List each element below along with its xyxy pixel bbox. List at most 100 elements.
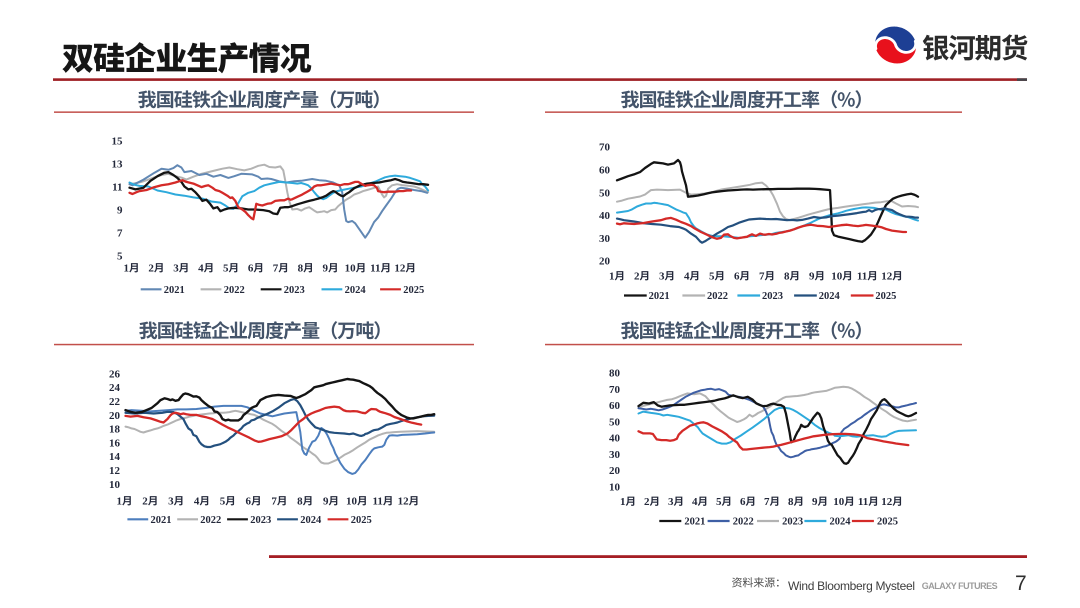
svg-text:40: 40: [609, 433, 621, 445]
svg-text:12: 12: [109, 465, 121, 477]
svg-text:6: 6: [740, 496, 746, 508]
svg-text:2021: 2021: [164, 285, 185, 296]
svg-text:11: 11: [112, 181, 122, 193]
svg-text:12: 12: [398, 496, 410, 508]
svg-text:9: 9: [812, 496, 818, 508]
svg-text:3: 3: [168, 496, 174, 508]
svg-text:11: 11: [858, 496, 868, 508]
svg-text:26: 26: [109, 368, 121, 380]
svg-text:11: 11: [857, 271, 867, 283]
svg-text:8: 8: [788, 496, 794, 508]
svg-text:7: 7: [764, 496, 770, 508]
svg-text:80: 80: [609, 368, 621, 380]
svg-text:1: 1: [124, 263, 130, 275]
svg-text:50: 50: [599, 187, 611, 199]
svg-text:1: 1: [609, 271, 615, 283]
svg-text:8: 8: [297, 496, 303, 508]
svg-text:8: 8: [298, 263, 304, 275]
svg-text:9: 9: [323, 496, 329, 508]
svg-text:14: 14: [109, 451, 121, 463]
svg-text:18: 18: [109, 424, 121, 436]
svg-text:2023: 2023: [782, 517, 803, 528]
svg-text:24: 24: [109, 382, 121, 394]
svg-text:12: 12: [881, 271, 893, 283]
svg-text:2025: 2025: [351, 515, 372, 526]
svg-text:10: 10: [345, 263, 357, 275]
svg-text:8: 8: [784, 271, 790, 283]
svg-text:16: 16: [109, 437, 121, 449]
svg-text:10: 10: [109, 479, 121, 491]
svg-text:20: 20: [109, 410, 121, 422]
svg-text:7: 7: [273, 263, 279, 275]
svg-text:5: 5: [117, 250, 123, 262]
svg-text:2024: 2024: [300, 515, 322, 526]
svg-text:3: 3: [173, 263, 179, 275]
svg-text:10: 10: [609, 481, 621, 493]
svg-text:12: 12: [394, 263, 406, 275]
svg-text:Wind Bloomberg Mysteel: Wind Bloomberg Mysteel: [788, 579, 915, 593]
svg-text:3: 3: [659, 271, 665, 283]
svg-text:22: 22: [109, 396, 121, 408]
svg-text:6: 6: [248, 263, 254, 275]
svg-text:30: 30: [609, 449, 621, 461]
svg-text:7: 7: [1015, 572, 1027, 595]
svg-text:2024: 2024: [819, 291, 841, 302]
svg-text:9: 9: [323, 263, 329, 275]
svg-text:11: 11: [372, 496, 382, 508]
svg-text:60: 60: [599, 164, 611, 176]
svg-text:GALAXY FUTURES: GALAXY FUTURES: [922, 581, 998, 591]
svg-text:2: 2: [634, 271, 640, 283]
svg-text:2022: 2022: [200, 515, 221, 526]
svg-text:2023: 2023: [284, 285, 305, 296]
svg-text:9: 9: [809, 271, 815, 283]
svg-text:7: 7: [759, 271, 765, 283]
svg-text:2: 2: [644, 496, 650, 508]
svg-text:2025: 2025: [877, 517, 898, 528]
svg-text:6: 6: [246, 496, 252, 508]
svg-text:30: 30: [599, 233, 611, 245]
svg-text:2025: 2025: [875, 291, 896, 302]
svg-text:10: 10: [831, 271, 843, 283]
svg-text:2024: 2024: [345, 285, 367, 296]
svg-text:2022: 2022: [707, 291, 728, 302]
svg-text:12: 12: [881, 496, 893, 508]
svg-text:2025: 2025: [403, 285, 424, 296]
svg-text:2021: 2021: [151, 515, 172, 526]
svg-text:2022: 2022: [733, 517, 754, 528]
svg-text:4: 4: [194, 496, 200, 508]
svg-text:3: 3: [668, 496, 674, 508]
svg-text:7: 7: [117, 227, 123, 239]
svg-text:60: 60: [609, 400, 621, 412]
svg-text:5: 5: [223, 263, 229, 275]
svg-text:5: 5: [220, 496, 226, 508]
svg-text:2024: 2024: [830, 517, 852, 528]
svg-text:11: 11: [370, 263, 380, 275]
svg-text:70: 70: [599, 142, 611, 154]
svg-text:6: 6: [734, 271, 740, 283]
svg-text:1: 1: [117, 496, 123, 508]
svg-text:10: 10: [346, 496, 358, 508]
svg-text:4: 4: [692, 496, 698, 508]
svg-text:9: 9: [117, 204, 123, 216]
svg-text:4: 4: [684, 271, 690, 283]
svg-text:4: 4: [198, 263, 204, 275]
svg-text:50: 50: [609, 416, 621, 428]
svg-text:2022: 2022: [224, 285, 245, 296]
svg-text:2023: 2023: [250, 515, 271, 526]
svg-text:20: 20: [609, 465, 621, 477]
svg-text:2023: 2023: [762, 291, 783, 302]
svg-text:13: 13: [112, 158, 124, 170]
svg-text:2: 2: [148, 263, 154, 275]
svg-text:5: 5: [709, 271, 715, 283]
svg-text:10: 10: [833, 496, 845, 508]
svg-text:70: 70: [609, 384, 621, 396]
svg-text:20: 20: [599, 256, 611, 268]
svg-text:40: 40: [599, 210, 611, 222]
svg-text:2021: 2021: [649, 291, 670, 302]
svg-text:1: 1: [620, 496, 626, 508]
svg-text:5: 5: [716, 496, 722, 508]
svg-text:2021: 2021: [684, 517, 705, 528]
svg-text:15: 15: [112, 135, 124, 147]
svg-text:2: 2: [142, 496, 148, 508]
svg-text:7: 7: [271, 496, 277, 508]
